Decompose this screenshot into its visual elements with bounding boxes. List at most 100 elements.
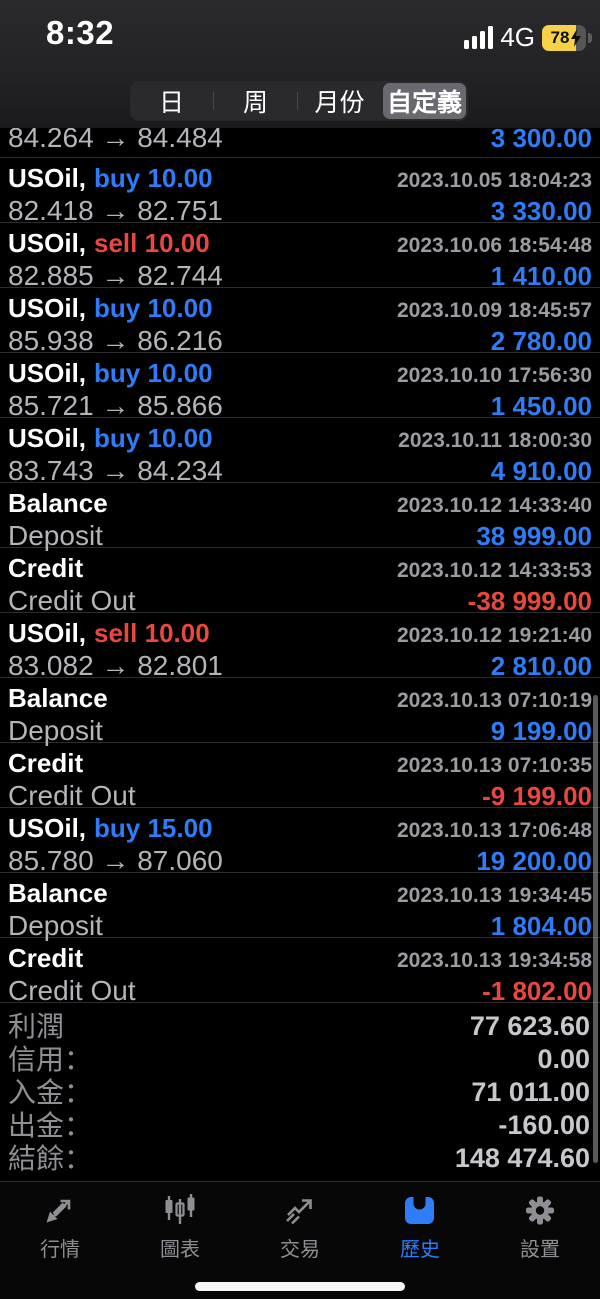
row-line2: 83.082 → 82.801 2 810.00 [8,651,592,681]
candlestick-icon [161,1191,199,1231]
row-side: buy 10.00 [94,423,213,453]
history-row-partial[interactable]: 84.264 → 84.484 3 300.00 [0,128,600,158]
row-detail: Credit Out [8,975,136,1006]
row-line1: USOil, sell 10.00 2023.10.12 19:21:40 [8,613,592,651]
row-line1: Credit 2023.10.13 07:10:35 [8,743,592,781]
row-profit: 9 199.00 [490,716,592,746]
row-timestamp: 2023.10.12 14:33:53 [397,559,592,582]
row-title: Balance [8,683,108,713]
gear-icon [521,1191,559,1231]
row-title-group: Balance [8,488,108,518]
row-title-group: Credit [8,748,83,778]
summary-label: 結餘： [8,1143,93,1174]
home-indicator[interactable] [195,1282,405,1291]
summary-label: 入金： [8,1077,93,1108]
history-row[interactable]: Balance 2023.10.13 19:34:45 Deposit 1 804.0… [0,873,600,941]
period-segmented-control: 日 周 月份 自定義 [130,81,468,121]
row-detail: 83.743 → 84.234 [8,455,223,486]
row-side: sell 10.00 [94,618,210,648]
summary-row: 信用： 0.00 [8,1043,590,1076]
scrollbar[interactable] [593,695,598,1163]
row-profit: 38 999.00 [476,521,592,551]
row-detail: 83.082 → 82.801 [8,650,223,681]
row-detail: Deposit [8,520,103,551]
tab-trade[interactable]: 交易 [240,1182,360,1299]
tab-quotes[interactable]: 行情 [0,1182,120,1299]
row-title-group: USOil, sell 10.00 [8,228,210,258]
tab-charts[interactable]: 圖表 [120,1182,240,1299]
bottom-tab-bar: 行情 圖表 [0,1181,600,1299]
row-profit: 1 804.00 [490,911,592,941]
row-title-group: Credit [8,943,83,973]
history-row[interactable]: USOil, sell 10.00 2023.10.06 18:54:48 82.88… [0,223,600,291]
row-title: Balance [8,878,108,908]
row-title-group: USOil, buy 10.00 [8,358,213,388]
history-row[interactable]: Balance 2023.10.12 14:33:40 Deposit 38 999.… [0,483,600,551]
row-detail: 82.885 → 82.744 [8,260,223,291]
row-timestamp: 2023.10.13 17:06:48 [397,819,592,842]
row-profit: 1 410.00 [490,261,592,291]
tab-label: 歷史 [400,1239,440,1261]
row-title: Balance [8,488,108,518]
history-row[interactable]: USOil, sell 10.00 2023.10.12 19:21:40 83.08… [0,613,600,681]
row-detail: Credit Out [8,780,136,811]
tab-label: 圖表 [160,1239,200,1261]
history-row[interactable]: Credit 2023.10.12 14:33:53 Credit Out -38 9… [0,548,600,616]
summary-value: 71 011.00 [471,1077,590,1107]
history-row[interactable]: USOil, buy 10.00 2023.10.05 18:04:23 82.418… [0,158,600,226]
history-row[interactable]: Credit 2023.10.13 07:10:35 Credit Out -9 19… [0,743,600,811]
summary-label: 出金： [8,1110,93,1141]
row-profit: -9 199.00 [482,781,592,811]
row-line2: Deposit 38 999.00 [8,521,592,551]
history-row[interactable]: USOil, buy 15.00 2023.10.13 17:06:48 85.780… [0,808,600,876]
tab-settings[interactable]: 設置 [480,1182,600,1299]
row-detail: 84.264 → 84.484 [8,128,223,153]
row-title-group: Balance [8,878,108,908]
tab-week[interactable]: 周 [242,89,268,117]
history-row[interactable]: Balance 2023.10.13 07:10:19 Deposit 9 199.0… [0,678,600,746]
tab-label: 設置 [520,1239,560,1261]
row-line2: Deposit 9 199.00 [8,716,592,746]
tab-day[interactable]: 日 [158,89,184,117]
summary-label: 信用： [8,1044,93,1075]
history-row[interactable]: USOil, buy 10.00 2023.10.09 18:45:57 85.938… [0,288,600,356]
row-side: buy 10.00 [94,358,213,388]
history-box-icon [401,1191,439,1231]
row-timestamp: 2023.10.12 19:21:40 [397,624,592,647]
row-side: buy 15.00 [94,813,213,843]
row-line2: 83.743 → 84.234 4 910.00 [8,456,592,486]
row-timestamp: 2023.10.13 07:10:19 [397,689,592,712]
row-title: USOil, [8,813,87,843]
row-title-group: Balance [8,683,108,713]
summary-value: 148 474.60 [454,1143,590,1173]
tab-history[interactable]: 歷史 [360,1182,480,1299]
row-timestamp: 2023.10.10 17:56:30 [397,364,592,387]
row-profit: 19 200.00 [476,846,592,876]
row-line1: Balance 2023.10.13 19:34:45 [8,873,592,911]
history-row[interactable]: USOil, buy 10.00 2023.10.10 17:56:30 85.721… [0,353,600,421]
row-line1: Credit 2023.10.13 19:34:58 [8,938,592,976]
summary-row: 入金： 71 011.00 [8,1076,590,1109]
row-title: USOil, [8,618,87,648]
row-line2: Credit Out -1 802.00 [8,976,592,1006]
row-title: Credit [8,943,84,973]
tab-custom[interactable]: 自定義 [383,83,466,119]
history-row[interactable]: USOil, buy 10.00 2023.10.11 18:00:30 83.743… [0,418,600,486]
history-row[interactable]: Credit 2023.10.13 19:34:58 Credit Out -1 80… [0,938,600,1006]
row-title: Credit [8,553,84,583]
row-line1: USOil, buy 10.00 2023.10.11 18:00:30 [8,418,592,456]
row-profit: 2 780.00 [490,326,592,356]
row-line2: Credit Out -38 999.00 [8,586,592,616]
row-timestamp: 2023.10.09 18:45:57 [397,299,592,322]
history-summary: 利潤 77 623.60 信用： 0.00 入金： 71 011.00 出金： -160.00… [0,1003,600,1175]
row-title-group: USOil, buy 10.00 [8,163,213,193]
row-line1: Balance 2023.10.13 07:10:19 [8,678,592,716]
row-line1: USOil, buy 15.00 2023.10.13 17:06:48 [8,808,592,846]
row-profit: -1 802.00 [482,976,592,1006]
row-line1: Credit 2023.10.12 14:33:53 [8,548,592,586]
battery-percent-label: 78 [550,27,570,47]
row-line1: USOil, buy 10.00 2023.10.05 18:04:23 [8,158,592,196]
row-line2: 85.721 → 85.866 1 450.00 [8,391,592,421]
tab-month[interactable]: 月份 [314,89,365,117]
row-line1: Balance 2023.10.12 14:33:40 [8,483,592,521]
